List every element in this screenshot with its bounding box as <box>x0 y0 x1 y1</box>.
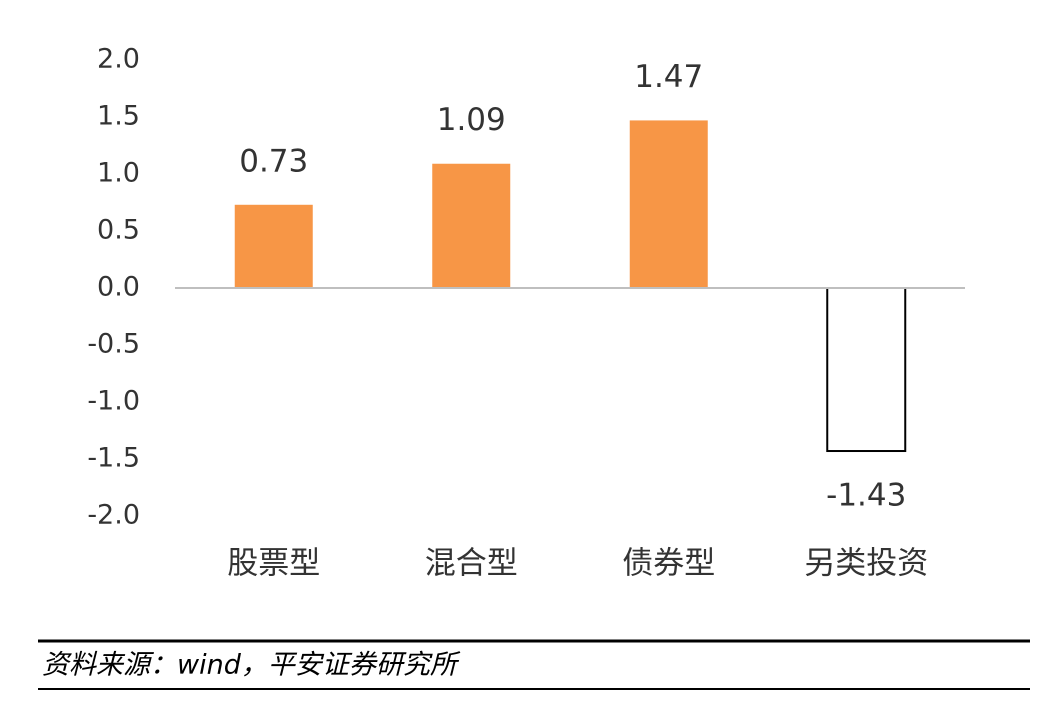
bar <box>826 287 907 453</box>
value-label: 1.09 <box>437 102 506 138</box>
x-tick-label: 混合型 <box>425 546 518 582</box>
y-tick-label: -0.5 <box>87 329 140 360</box>
bar <box>432 163 511 288</box>
y-tick-label: 0.5 <box>97 215 140 246</box>
value-label: 1.47 <box>634 59 703 95</box>
y-tick-label: -1.0 <box>87 386 140 417</box>
source-note: 资料来源：wind，平安证券研究所 <box>42 650 461 681</box>
y-tick-label: 1.5 <box>97 101 140 132</box>
x-tick-label: 债券型 <box>622 546 715 582</box>
y-tick-label: -2.0 <box>87 500 140 531</box>
y-tick-label: 2.0 <box>97 44 140 75</box>
y-tick-label: 1.0 <box>97 158 140 189</box>
value-label: 0.73 <box>239 143 308 179</box>
value-label: -1.43 <box>826 478 906 514</box>
y-tick-label: -1.5 <box>87 443 140 474</box>
bar <box>629 120 708 288</box>
x-tick-label: 另类投资 <box>804 546 928 582</box>
bar <box>234 204 313 288</box>
y-tick-label: 0.0 <box>97 272 140 303</box>
x-tick-label: 股票型 <box>227 546 320 582</box>
